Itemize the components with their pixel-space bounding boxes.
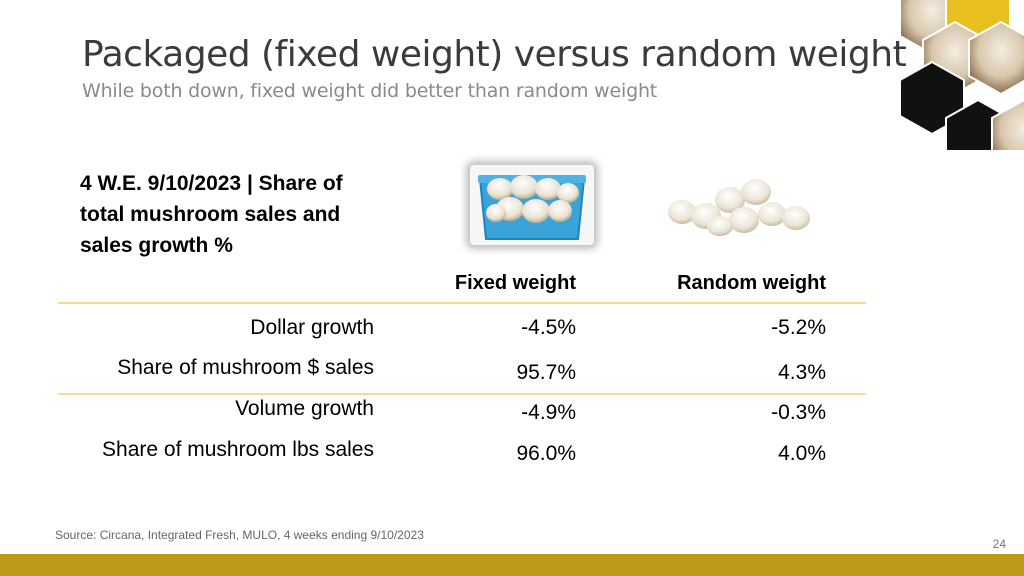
cell-share-lbs-sales-fixed: 96.0% — [516, 442, 576, 465]
column-header-random-weight: Random weight — [677, 272, 826, 294]
row-label-volume-growth: Volume growth — [235, 397, 374, 420]
column-header-fixed-weight: Fixed weight — [454, 272, 576, 294]
page-number: 24 — [992, 537, 1006, 551]
table-heading: 4 W.E. 9/10/2023 | Share of total mushro… — [80, 172, 343, 257]
random-weight-mushrooms-image — [668, 179, 810, 236]
table-header-rule — [58, 302, 866, 304]
row-label-share-dollar-sales: Share of mushroom $ sales — [117, 356, 374, 379]
cell-dollar-growth-fixed: -4.5% — [521, 316, 576, 339]
cell-volume-growth-fixed: -4.9% — [521, 401, 576, 424]
slide-subtitle: While both down, fixed weight did better… — [82, 80, 658, 102]
table-mid-rule — [58, 393, 866, 395]
hex-photo-bottom — [991, 98, 1024, 150]
fixed-weight-tray-image — [466, 161, 598, 249]
source-note: Source: Circana, Integrated Fresh, MULO,… — [55, 528, 424, 542]
cell-dollar-growth-random: -5.2% — [771, 316, 826, 339]
footer-bar — [0, 554, 1024, 576]
slide-title: Packaged (fixed weight) versus random we… — [82, 34, 907, 75]
cell-share-dollar-sales-random: 4.3% — [778, 361, 826, 384]
cell-share-dollar-sales-fixed: 95.7% — [516, 361, 576, 384]
cell-volume-growth-random: -0.3% — [771, 401, 826, 424]
row-label-share-lbs-sales: Share of mushroom lbs sales — [102, 438, 374, 461]
honeycomb-decoration — [899, 0, 1024, 150]
hex-photo-right — [968, 20, 1024, 96]
cell-share-lbs-sales-random: 4.0% — [778, 442, 826, 465]
row-label-dollar-growth: Dollar growth — [250, 316, 374, 339]
